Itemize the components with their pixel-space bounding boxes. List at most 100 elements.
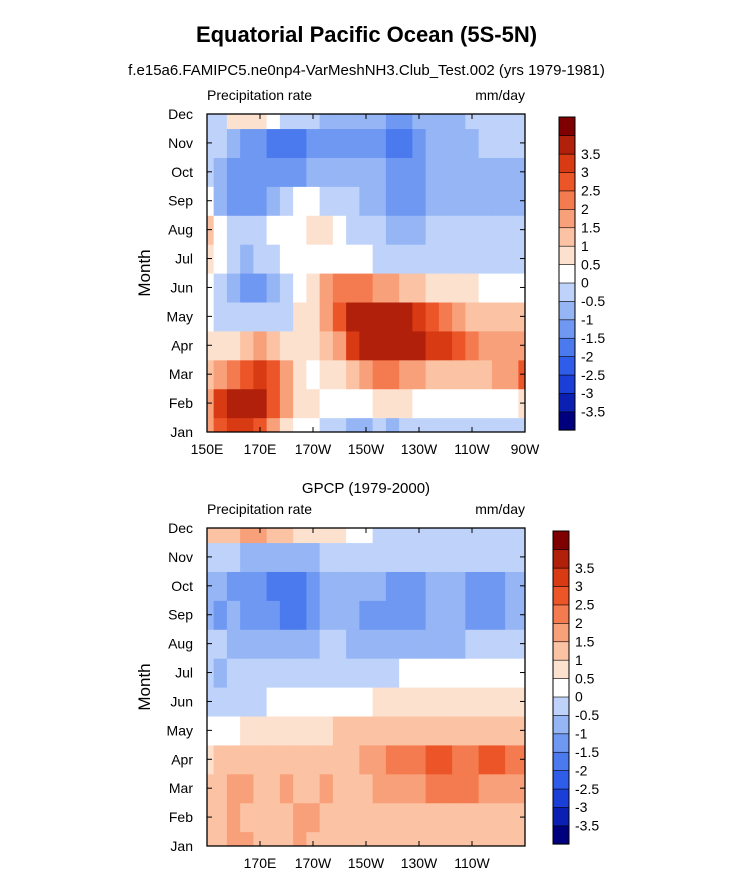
heatmap-cell	[465, 186, 480, 216]
heatmap-cell	[306, 301, 321, 332]
heatmap-cell	[213, 744, 228, 775]
heatmap-cell	[332, 417, 347, 432]
panel-model-heatmap	[207, 114, 525, 432]
x-tick-label: 170W	[295, 441, 332, 457]
colorbar-box	[558, 356, 576, 376]
heatmap-cell	[425, 114, 440, 130]
heatmap-cell	[253, 114, 268, 130]
y-tick-label: Oct	[171, 164, 193, 180]
heatmap-cell	[319, 186, 334, 216]
heatmap-cell	[491, 388, 506, 419]
heatmap-cell	[399, 571, 413, 601]
heatmap-cell	[478, 244, 493, 274]
heatmap-cell	[253, 244, 268, 274]
heatmap-cell	[293, 273, 307, 303]
heatmap-cell	[359, 831, 374, 846]
heatmap-cell	[346, 359, 360, 390]
heatmap-cell	[293, 128, 307, 158]
heatmap-cell	[319, 831, 334, 846]
heatmap-cell	[306, 388, 321, 419]
heatmap-cell	[438, 215, 453, 245]
heatmap-cell	[213, 715, 228, 746]
heatmap-cell	[266, 388, 281, 419]
heatmap-cell	[319, 157, 334, 187]
heatmap-cell	[425, 773, 440, 804]
heatmap-cell	[346, 600, 360, 630]
heatmap-cell	[372, 330, 387, 361]
heatmap-cell	[319, 600, 334, 630]
heatmap-cell	[293, 244, 307, 274]
heatmap-cell	[240, 600, 254, 630]
heatmap-cell	[359, 744, 374, 775]
heatmap-cell	[253, 301, 268, 332]
heatmap-cell	[266, 186, 281, 216]
heatmap-cell	[346, 244, 360, 274]
heatmap-cell	[372, 629, 387, 659]
heatmap-cell	[253, 128, 268, 158]
heatmap-cell	[491, 244, 506, 274]
heatmap-cell	[226, 215, 241, 245]
heatmap-cell	[452, 744, 466, 775]
heatmap-cell	[452, 114, 466, 130]
colorbar-box	[558, 374, 576, 394]
heatmap-cell	[253, 715, 268, 746]
heatmap-cell	[213, 359, 228, 390]
heatmap-cell	[332, 330, 347, 361]
heatmap-cell	[332, 215, 347, 245]
heatmap-cell	[240, 330, 254, 361]
heatmap-cell	[253, 744, 268, 775]
heatmap-cell	[346, 215, 360, 245]
heatmap-cell	[279, 388, 294, 419]
colorbar-tick-label: 3	[581, 164, 589, 180]
heatmap-cell	[452, 417, 466, 432]
heatmap-cell	[465, 301, 480, 332]
panel-model-y-axis-label: Month	[135, 249, 154, 296]
heatmap-cell	[293, 802, 307, 833]
heatmap-cell	[319, 802, 334, 833]
heatmap-cell	[226, 273, 241, 303]
heatmap-cell	[412, 301, 427, 332]
heatmap-cell	[319, 359, 334, 390]
y-tick-label: Apr	[171, 337, 193, 353]
heatmap-cell	[306, 128, 321, 158]
figure-subtitle: f.e15a6.FAMIPC5.ne0np4-VarMeshNH3.Club_T…	[128, 62, 605, 79]
heatmap-cell	[425, 542, 440, 572]
colorbar-box	[558, 135, 576, 155]
heatmap-cell	[253, 658, 268, 688]
heatmap-cell	[491, 542, 506, 572]
colorbar-box	[552, 696, 570, 716]
heatmap-cell	[425, 215, 440, 245]
colorbar-tick-label: -3.5	[581, 404, 605, 420]
heatmap-cell	[372, 388, 387, 419]
heatmap-cell	[491, 600, 506, 630]
heatmap-cell	[412, 388, 427, 419]
heatmap-cell	[505, 542, 519, 572]
heatmap-cell	[518, 417, 525, 432]
heatmap-cell	[372, 744, 387, 775]
heatmap-cell	[478, 687, 493, 717]
heatmap-cell	[266, 215, 281, 245]
heatmap-cell	[465, 128, 480, 158]
colorbar-tick-label: -1.5	[575, 744, 599, 760]
heatmap-cell	[399, 773, 413, 804]
colorbar-box	[558, 411, 576, 431]
colorbar-tick-label: -1	[581, 312, 594, 328]
heatmap-cell	[266, 600, 281, 630]
heatmap-cell	[399, 359, 413, 390]
heatmap-cell	[491, 773, 506, 804]
panel-gpcp-colorbar: -3.5 -3 -2.5 -2 -1.5 -1 -0.5 0 0.5 1 1.5 2 2.5 3 3.5	[552, 530, 599, 845]
heatmap-cell	[399, 244, 413, 274]
heatmap-cell	[438, 744, 453, 775]
heatmap-cell	[346, 744, 360, 775]
heatmap-cell	[306, 571, 321, 601]
heatmap-cell	[438, 687, 453, 717]
heatmap-cell	[425, 244, 440, 274]
heatmap-cell	[425, 831, 440, 846]
heatmap-cell	[332, 658, 347, 688]
heatmap-cell	[505, 301, 519, 332]
heatmap-cell	[425, 571, 440, 601]
heatmap-cell	[207, 528, 215, 544]
heatmap-cell	[213, 330, 228, 361]
heatmap-cell	[425, 629, 440, 659]
heatmap-cell	[491, 571, 506, 601]
